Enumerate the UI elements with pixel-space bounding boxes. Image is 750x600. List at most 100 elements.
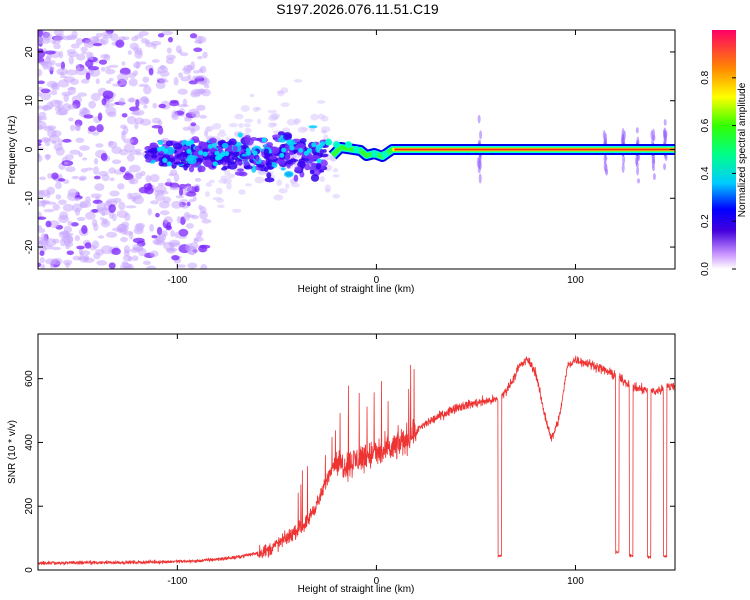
spectral-blob (236, 161, 243, 166)
spectral-blob (154, 193, 165, 202)
spectral-blob (135, 99, 140, 108)
spectral-blob (333, 141, 341, 149)
spectral-blob (477, 114, 481, 124)
spectral-blob (226, 182, 232, 190)
spectral-blob (67, 188, 79, 198)
spectral-blob (245, 183, 252, 187)
spectral-blob (298, 147, 304, 153)
spectral-blob (189, 33, 198, 39)
spectral-blob (215, 187, 223, 195)
spectral-blob (650, 129, 654, 140)
spectral-blob (286, 139, 292, 145)
spectral-blob (224, 169, 231, 176)
spectral-blob (294, 166, 302, 171)
spectral-blob (158, 160, 164, 167)
spectral-blob (83, 39, 95, 48)
x-tick-label: 100 (567, 275, 584, 286)
y-tick-label: 20 (24, 46, 35, 58)
spectral-blob (108, 262, 116, 269)
spectral-blob (46, 125, 57, 130)
spectral-blob (310, 174, 320, 182)
spectral-blob (38, 139, 43, 144)
spectral-blob (636, 166, 640, 176)
spectral-blob (149, 174, 160, 183)
spectral-blob (196, 55, 203, 60)
spectral-blob (147, 208, 152, 216)
spectral-blob (196, 80, 208, 85)
spectral-blob (204, 84, 210, 89)
spectral-blob (101, 98, 107, 106)
spectral-blob (602, 130, 606, 140)
spectral-blob (249, 93, 255, 98)
spectral-blob (622, 155, 626, 165)
spectral-blob (208, 179, 215, 184)
spectral-blob (76, 245, 85, 250)
spectral-blob (143, 104, 148, 109)
spectral-blob (121, 132, 126, 141)
spectral-blob (268, 114, 278, 122)
spectral-blob (96, 124, 104, 133)
spectral-blob (146, 265, 157, 269)
spectral-blob (38, 142, 42, 147)
spectral-blob (112, 227, 123, 232)
spectral-blob (171, 200, 183, 209)
spectral-blob (184, 185, 193, 192)
spectral-blob (194, 177, 202, 182)
spectral-blob (42, 104, 52, 111)
spectral-blob (161, 230, 168, 237)
spectral-blob (71, 203, 83, 213)
spectral-blob (127, 192, 133, 200)
spectral-blob (122, 125, 129, 135)
spectral-blob (149, 223, 155, 232)
spectral-blob (252, 150, 258, 156)
spectrogram-y-label: Frequency (Hz) (7, 116, 18, 185)
spectral-blob (140, 118, 152, 126)
spectral-blob (165, 57, 175, 65)
spectral-blob (303, 150, 309, 156)
spectral-blob (135, 222, 145, 229)
spectral-blob (151, 234, 158, 239)
spectral-blob (315, 162, 322, 170)
colorbar-tick-label: 0.0 (700, 262, 711, 276)
spectral-blob (194, 185, 200, 193)
spectral-blob (201, 218, 212, 224)
spectral-blob (51, 83, 59, 89)
spectral-blob (212, 161, 218, 167)
spectral-blob (289, 145, 295, 151)
spectral-blob (479, 130, 483, 140)
colorbar-tick-label: 0.6 (700, 118, 711, 132)
spectral-blob (93, 175, 101, 180)
spectral-blob (62, 138, 72, 143)
spectral-blob (151, 124, 163, 129)
spectral-blob (70, 43, 80, 49)
spectral-blob (76, 216, 86, 222)
spectral-blob (155, 81, 166, 90)
spectral-blob (204, 191, 211, 198)
spectral-blob (231, 155, 239, 160)
spectral-blob (193, 237, 199, 244)
spectral-blob (166, 221, 172, 230)
spectral-blob (95, 78, 100, 85)
spectral-blob (167, 36, 174, 43)
spectral-blob (91, 218, 98, 227)
spectral-blob (232, 145, 238, 152)
spectral-blob (185, 214, 196, 218)
spectral-blob (112, 83, 123, 87)
spectral-blob (117, 183, 125, 190)
spectral-blob (332, 174, 340, 178)
spectral-blob (66, 49, 77, 55)
spectral-blob (205, 182, 213, 187)
spectral-blob (182, 98, 188, 107)
x-tick-label: 100 (567, 576, 584, 587)
spectral-blob (280, 102, 290, 108)
spectral-blob (240, 105, 250, 112)
spectral-blob (75, 37, 84, 45)
spectral-blob (238, 189, 246, 195)
spectral-blob (134, 122, 139, 130)
spectral-blob (68, 117, 74, 122)
spectral-blob (121, 36, 130, 41)
spectral-blob (207, 144, 213, 150)
spectral-blob (67, 87, 77, 91)
